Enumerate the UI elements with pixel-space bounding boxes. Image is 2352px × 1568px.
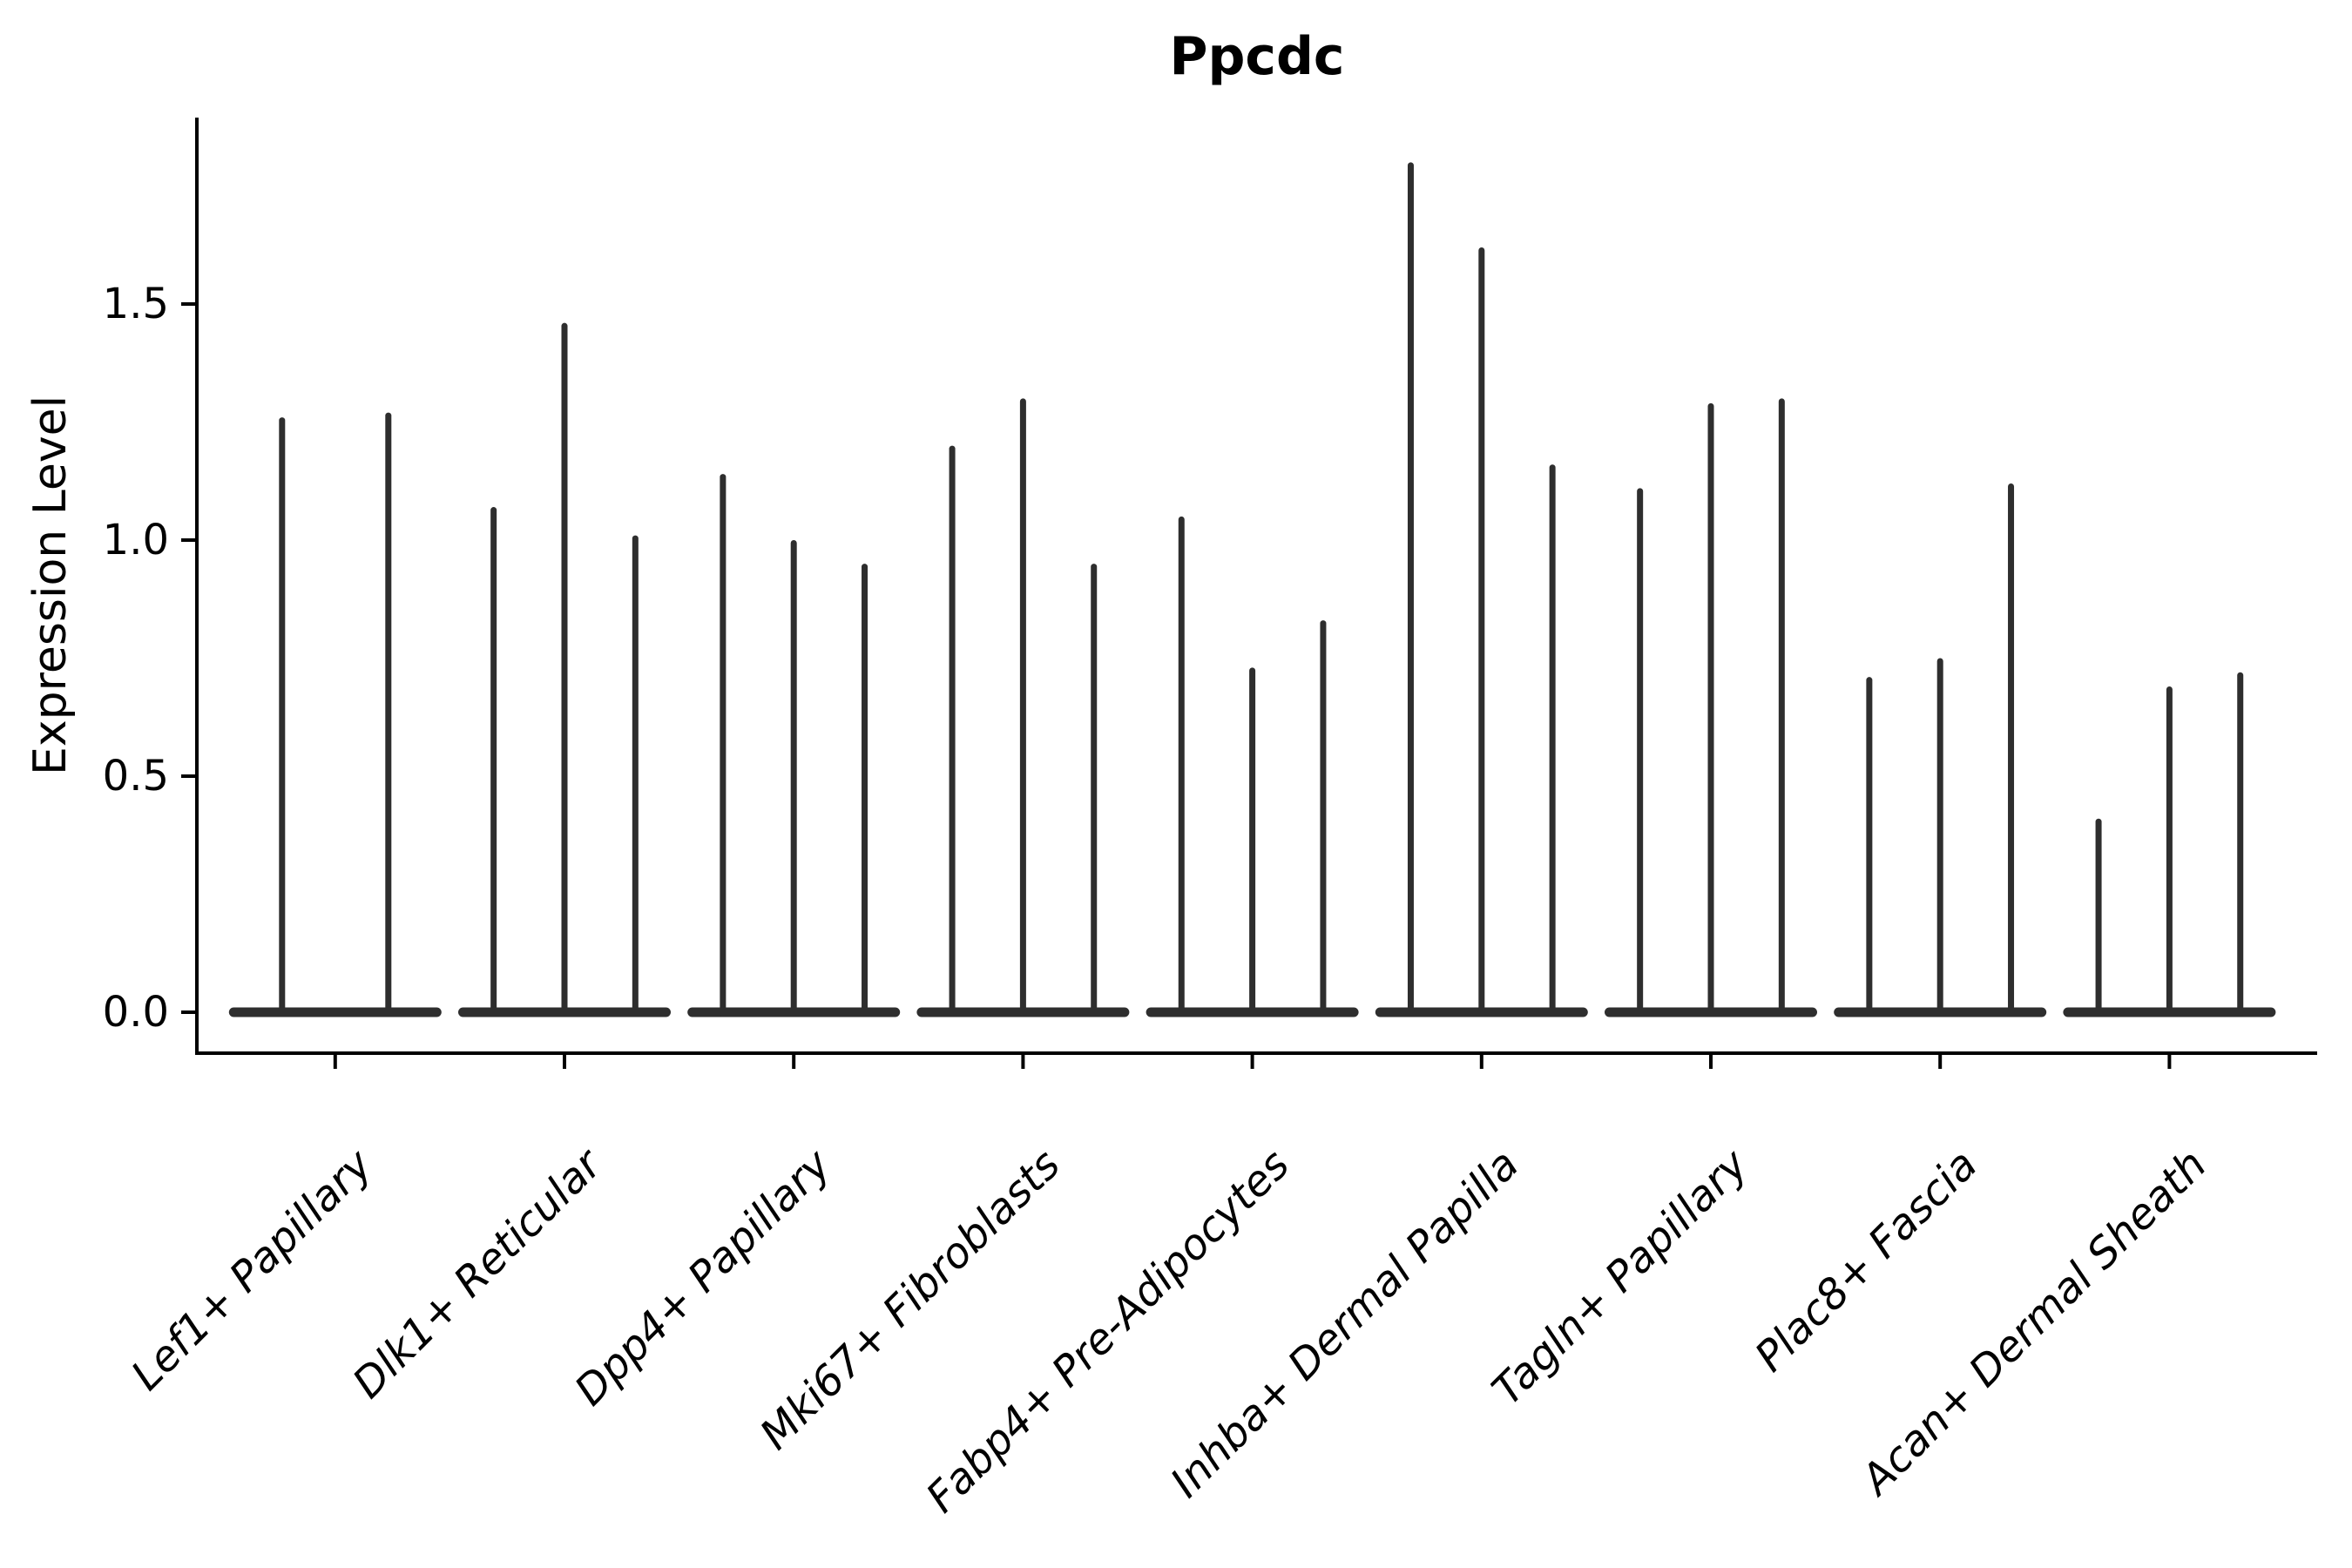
violin-needle bbox=[632, 535, 639, 1017]
violin-needle bbox=[1549, 464, 1556, 1017]
x-tick-label: Fabp4+ Pre-Adipocytes bbox=[917, 1140, 1300, 1523]
violin-needle bbox=[790, 540, 797, 1017]
violin-needle bbox=[385, 412, 392, 1017]
violin-needle bbox=[2095, 818, 2102, 1017]
violin-needle bbox=[949, 445, 956, 1017]
violin-needle bbox=[2166, 686, 2173, 1017]
violin-needle bbox=[2237, 672, 2244, 1017]
violin-needle bbox=[1866, 677, 1873, 1017]
violin-needle bbox=[1249, 667, 1256, 1017]
violin-needle bbox=[1707, 402, 1714, 1017]
violin-needle bbox=[279, 417, 286, 1017]
violin-needle bbox=[1019, 398, 1026, 1017]
violin-needle bbox=[1936, 658, 1943, 1017]
violin-needle bbox=[1320, 620, 1327, 1017]
x-tick-label: Dpp4+ Papillary bbox=[565, 1139, 841, 1415]
violin-needle bbox=[1178, 516, 1185, 1017]
violin-base bbox=[228, 1007, 442, 1017]
violin-needle bbox=[862, 564, 868, 1017]
violin-needle bbox=[1478, 247, 1485, 1017]
violin-needle bbox=[1091, 564, 1098, 1017]
violin-needle bbox=[2008, 483, 2015, 1017]
x-tick-label: Tagln+ Papillary bbox=[1483, 1139, 1758, 1415]
violin-needle bbox=[1778, 398, 1785, 1017]
y-tick-label: 0.0 bbox=[103, 988, 169, 1037]
violin-needle bbox=[490, 507, 497, 1017]
y-tick-label: 0.5 bbox=[103, 752, 169, 801]
violin-needle bbox=[561, 322, 568, 1017]
x-tick-label: Dlk1+ Reticular bbox=[343, 1139, 613, 1409]
violin-needle bbox=[720, 474, 727, 1017]
x-tick-label: Plac8+ Fascia bbox=[1746, 1140, 1987, 1382]
x-tick-label: Lef1+ Papillary bbox=[122, 1139, 382, 1400]
y-tick-label: 1.5 bbox=[103, 280, 169, 328]
y-tick-label: 1.0 bbox=[103, 516, 169, 564]
violin-needle bbox=[1407, 162, 1414, 1017]
chart-title: Ppcdc bbox=[1169, 26, 1345, 87]
violin-needle bbox=[1637, 488, 1644, 1017]
